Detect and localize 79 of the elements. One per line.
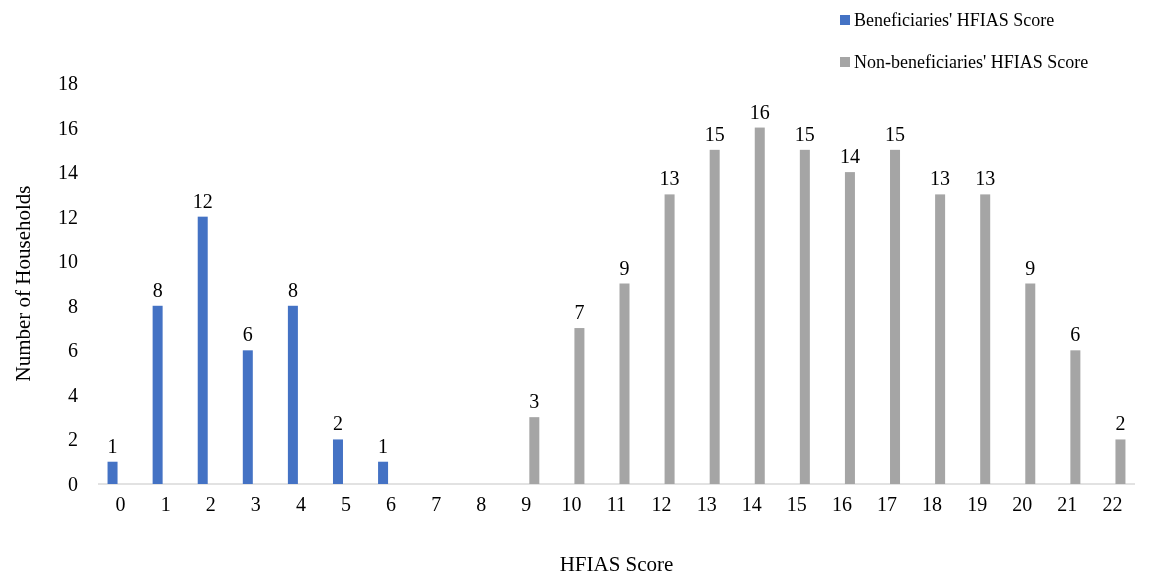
x-tick-label: 18 (922, 493, 943, 515)
x-tick-label: 2 (205, 493, 216, 515)
data-label: 9 (619, 256, 630, 279)
data-label: 16 (749, 100, 770, 123)
bar (242, 350, 253, 484)
data-label: 6 (1070, 323, 1081, 346)
bar (799, 149, 810, 484)
x-tick-label: 9 (521, 493, 532, 515)
bar (197, 216, 208, 484)
bar (754, 127, 765, 484)
y-tick-label: 10 (58, 250, 78, 273)
x-tick-label: 16 (831, 493, 852, 515)
x-tick-label: 20 (1012, 493, 1033, 515)
bar (1115, 439, 1126, 484)
x-tick-label: 7 (431, 493, 442, 515)
x-tick-label: 6 (386, 493, 397, 515)
legend-label: Non-beneficiaries' HFIAS Score (854, 52, 1089, 73)
y-tick-label: 12 (58, 205, 78, 228)
data-label: 13 (659, 167, 680, 190)
data-label: 2 (1115, 412, 1126, 435)
y-axis-title: Number of Households (11, 185, 35, 382)
data-label: 6 (242, 323, 253, 346)
data-label: 13 (975, 167, 996, 190)
x-tick-label: 5 (340, 493, 351, 515)
data-label: 14 (839, 145, 860, 168)
y-tick-label: 16 (58, 116, 78, 139)
bar (844, 172, 855, 484)
y-tick-label: 4 (68, 383, 78, 406)
x-tick-label: 15 (786, 493, 807, 515)
y-tick-label: 2 (68, 428, 78, 451)
y-tick-label: 8 (68, 294, 78, 317)
x-tick-label: 11 (606, 493, 627, 515)
bar (1025, 283, 1036, 484)
bar (619, 283, 630, 484)
data-label: 1 (378, 434, 389, 457)
data-label: 15 (704, 122, 725, 145)
data-label: 8 (152, 278, 163, 301)
x-tick-label: 10 (561, 493, 582, 515)
bar (664, 194, 675, 484)
x-tick-label: 0 (115, 493, 126, 515)
bar (980, 194, 991, 484)
y-tick-label: 0 (68, 473, 78, 495)
x-tick-label: 13 (696, 493, 717, 515)
legend-label: Beneficiaries' HFIAS Score (854, 10, 1055, 31)
x-tick-label: 17 (877, 493, 898, 515)
bar (152, 305, 163, 484)
bar (890, 149, 901, 484)
bar (378, 461, 389, 484)
data-label: 7 (574, 301, 585, 324)
x-tick-label: 1 (160, 493, 171, 515)
y-tick-label: 14 (58, 161, 78, 184)
x-tick-label: 22 (1102, 493, 1123, 515)
data-label: 2 (332, 412, 343, 435)
x-tick-label: 21 (1057, 493, 1078, 515)
data-label: 15 (794, 122, 815, 145)
data-label: 12 (192, 189, 213, 212)
data-label: 15 (885, 122, 906, 145)
x-axis-title: HFIAS Score (559, 552, 674, 576)
data-label: 9 (1025, 256, 1036, 279)
bar (574, 328, 585, 484)
bar (107, 461, 118, 484)
x-tick-label: 3 (250, 493, 261, 515)
x-tick-label: 19 (967, 493, 988, 515)
data-label: 1 (107, 434, 118, 457)
data-label: 13 (930, 167, 951, 190)
y-tick-label: 6 (68, 339, 78, 362)
x-tick-label: 4 (295, 493, 306, 515)
data-label: 8 (287, 278, 298, 301)
bar (709, 149, 720, 484)
bar (935, 194, 946, 484)
x-tick-label: 12 (651, 493, 672, 515)
bar (287, 305, 298, 484)
data-label: 3 (529, 390, 540, 413)
bar (332, 439, 343, 484)
x-tick-label: 14 (741, 493, 762, 515)
bar (529, 417, 540, 484)
x-tick-label: 8 (476, 493, 487, 515)
bar (1070, 350, 1081, 484)
y-tick-label: 18 (58, 72, 78, 94)
